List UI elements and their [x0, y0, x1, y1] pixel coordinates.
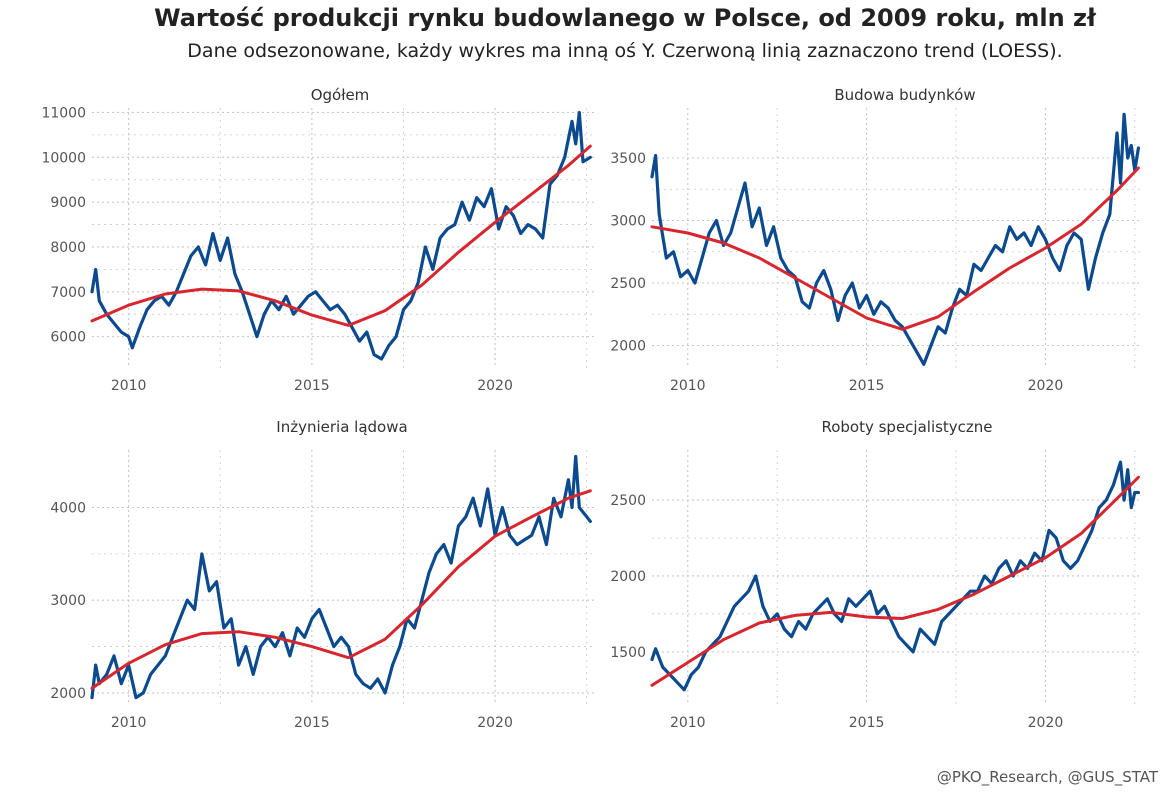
y-tick-label: 7000 — [50, 285, 86, 301]
x-tick-label: 2020 — [477, 715, 513, 731]
x-tick-label: 2010 — [111, 715, 147, 731]
y-tick-label: 9000 — [50, 195, 86, 211]
x-tick-label: 2020 — [1028, 378, 1064, 394]
chart-subtitle: Dane odsezonowane, każdy wykres ma inną … — [187, 40, 1063, 62]
y-tick-label: 2000 — [610, 569, 646, 585]
x-tick-label: 2010 — [670, 378, 706, 394]
trend-line — [90, 144, 592, 327]
data-line — [650, 460, 1140, 692]
y-tick-label: 3000 — [610, 214, 646, 230]
y-tick-label: 2500 — [610, 276, 646, 292]
panel-title: Roboty specjalistyczne — [821, 418, 992, 436]
source-caption: @PKO_Research, @GUS_STAT — [936, 768, 1158, 786]
y-tick-label: 11000 — [41, 105, 86, 121]
y-tick-label: 2000 — [610, 339, 646, 355]
panel-4: 1500 2000 2500 2010 2015 2020 Roboty specjalis… — [610, 418, 1142, 731]
panel-2: 2000 2500 3000 3500 2010 2015 2020 Budowa budyn… — [610, 86, 1142, 394]
panel-title: Inżynieria lądowa — [276, 418, 407, 436]
y-tick-label: 1500 — [610, 645, 646, 661]
panel-3: 2000 3000 4000 2010 2015 2020 Inżynieria lądow… — [50, 418, 594, 731]
y-tick-label: 3000 — [50, 593, 86, 609]
y-tick-label: 10000 — [41, 150, 86, 166]
y-tick-label: 4000 — [50, 500, 86, 516]
panel-title: Budowa budynków — [834, 86, 975, 104]
chart-title: Wartość produkcji rynku budowlanego w Po… — [154, 4, 1096, 32]
x-tick-label: 2010 — [111, 378, 147, 394]
y-tick-label: 2500 — [610, 493, 646, 509]
y-tick-label: 2000 — [50, 686, 86, 702]
y-tick-label: 8000 — [50, 240, 86, 256]
x-tick-label: 2015 — [294, 378, 330, 394]
data-line — [90, 454, 592, 700]
y-tick-label: 3500 — [610, 151, 646, 167]
x-tick-label: 2015 — [849, 715, 885, 731]
data-line — [90, 110, 592, 361]
panel-1: 6000 7000 8000 9000 10000 11000 2010 2015 2020 Og… — [41, 86, 594, 394]
x-tick-label: 2020 — [1028, 715, 1064, 731]
x-tick-label: 2015 — [294, 715, 330, 731]
x-tick-label: 2010 — [670, 715, 706, 731]
trend-line — [650, 475, 1140, 687]
trend-line — [90, 489, 592, 690]
data-line — [650, 112, 1140, 366]
panel-title: Ogółem — [311, 86, 370, 104]
x-tick-label: 2020 — [477, 378, 513, 394]
y-tick-label: 6000 — [50, 330, 86, 346]
trend-line — [650, 166, 1140, 331]
x-tick-label: 2015 — [849, 378, 885, 394]
